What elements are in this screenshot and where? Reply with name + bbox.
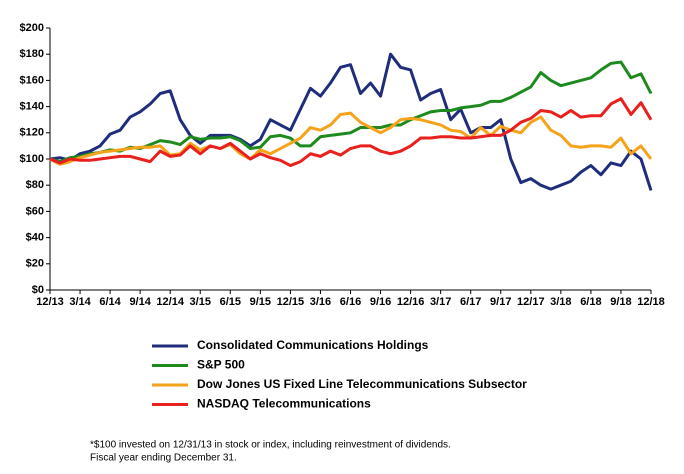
x-tick-label: 12/18	[637, 296, 665, 308]
y-tick-label: $100	[20, 153, 44, 165]
x-tick-label: 3/16	[310, 296, 331, 308]
legend-label: S&P 500	[197, 358, 245, 372]
x-tick-label: 3/15	[190, 296, 211, 308]
x-tick-label: 9/15	[250, 296, 271, 308]
x-tick-label: 9/18	[610, 296, 631, 308]
y-tick-label: $180	[20, 48, 44, 60]
y-tick-label: $200	[20, 22, 44, 34]
x-tick-label: 3/18	[550, 296, 571, 308]
y-tick-label: $120	[20, 127, 44, 139]
x-tick-label: 12/17	[517, 296, 545, 308]
legend-label: Consolidated Communications Holdings	[197, 338, 429, 352]
series-line	[49, 97, 653, 168]
y-tick-label: $40	[26, 232, 44, 244]
x-tick-label: 12/14	[156, 296, 184, 308]
x-tick-label: 9/16	[370, 296, 391, 308]
x-tick-label: 12/16	[397, 296, 425, 308]
x-tick-label: 3/14	[69, 296, 91, 308]
x-tick-label: 6/17	[460, 296, 481, 308]
x-tick-label: 6/14	[99, 296, 121, 308]
legend-label: Dow Jones US Fixed Line Telecommunicatio…	[197, 377, 527, 391]
x-tick-label: 9/14	[129, 296, 151, 308]
footnote: *$100 invested on 12/31/13 in stock or i…	[90, 440, 451, 451]
x-tick-label: 6/15	[220, 296, 241, 308]
footnote: Fiscal year ending December 31.	[90, 453, 237, 464]
x-tick-label: 9/17	[490, 296, 511, 308]
x-tick-label: 6/16	[340, 296, 361, 308]
series-line	[49, 60, 653, 164]
y-tick-label: $160	[20, 74, 44, 86]
x-tick-label: 12/13	[36, 296, 64, 308]
y-tick-label: $0	[32, 284, 44, 296]
y-tick-label: $80	[26, 179, 44, 191]
y-tick-label: $20	[26, 258, 44, 270]
series-line	[49, 111, 653, 166]
y-tick-label: $60	[26, 205, 44, 217]
x-tick-label: 6/18	[580, 296, 601, 308]
series-line	[49, 52, 653, 191]
legend-label: NASDAQ Telecommunications	[197, 397, 371, 411]
x-tick-label: 12/15	[277, 296, 305, 308]
x-tick-label: 3/17	[430, 296, 451, 308]
y-tick-label: $140	[20, 101, 44, 113]
